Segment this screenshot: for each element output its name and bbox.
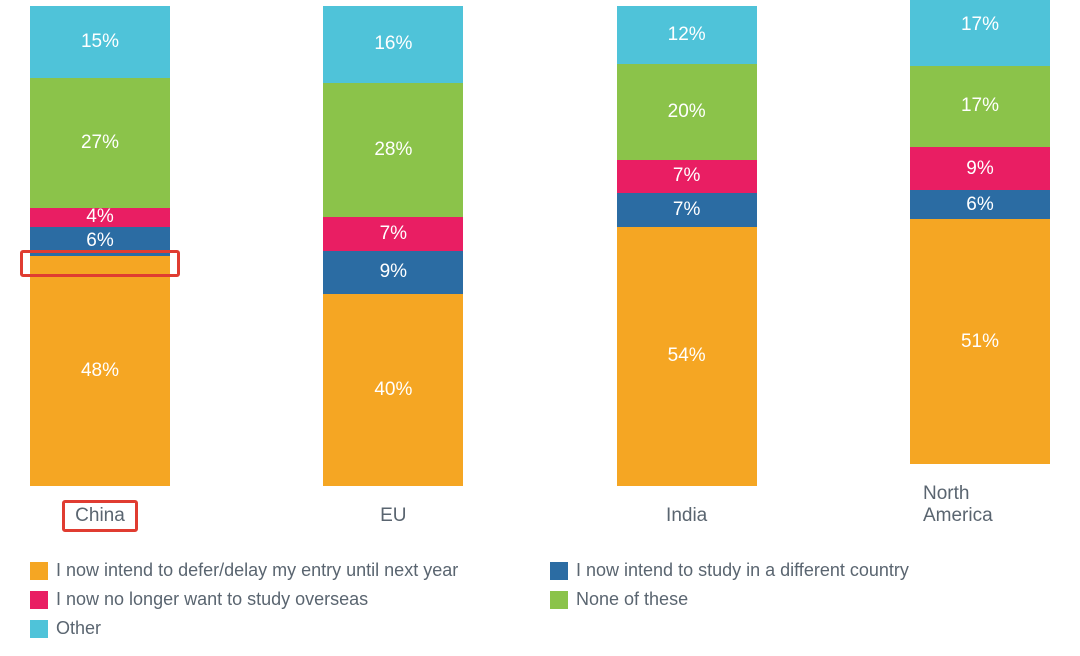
seg-china-none: 27% <box>30 78 170 208</box>
seg-india-nolonger: 7% <box>617 160 757 194</box>
seg-label: 12% <box>668 24 706 46</box>
category-label-na: North America <box>910 478 1050 532</box>
bar-china: 48% 6% 4% 27% 15% <box>30 6 170 486</box>
legend-label: I now intend to defer/delay my entry unt… <box>56 560 458 581</box>
category-label-china: China <box>62 500 138 532</box>
swatch-none <box>550 591 568 609</box>
bar-group-eu: 40% 9% 7% 28% 16% EU <box>323 6 463 532</box>
seg-label: 6% <box>86 230 113 252</box>
seg-na-none: 17% <box>910 66 1050 148</box>
seg-eu-none: 28% <box>323 83 463 217</box>
seg-na-diffcountry: 6% <box>910 190 1050 219</box>
legend-item-nolonger: I now no longer want to study overseas <box>30 589 510 610</box>
swatch-diffcountry <box>550 562 568 580</box>
swatch-nolonger <box>30 591 48 609</box>
seg-label: 7% <box>673 199 700 221</box>
seg-label: 9% <box>380 261 407 283</box>
seg-india-diffcountry: 7% <box>617 193 757 227</box>
seg-china-nolonger: 4% <box>30 208 170 227</box>
bar-india: 54% 7% 7% 20% 12% <box>617 6 757 486</box>
seg-label: 4% <box>86 206 113 228</box>
seg-india-none: 20% <box>617 64 757 160</box>
seg-label: 28% <box>374 139 412 161</box>
seg-na-other: 17% <box>910 0 1050 66</box>
bar-group-india: 54% 7% 7% 20% 12% India <box>617 6 757 532</box>
bar-eu: 40% 9% 7% 28% 16% <box>323 6 463 486</box>
swatch-defer <box>30 562 48 580</box>
seg-label: 7% <box>673 165 700 187</box>
seg-india-defer: 54% <box>617 227 757 486</box>
bar-group-china: 48% 6% 4% 27% 15% China <box>30 6 170 532</box>
seg-china-defer: 48% <box>30 256 170 486</box>
seg-label: 27% <box>81 132 119 154</box>
seg-label: 51% <box>961 331 999 353</box>
seg-india-other: 12% <box>617 6 757 64</box>
legend-label: I now no longer want to study overseas <box>56 589 368 610</box>
seg-label: 17% <box>961 95 999 117</box>
seg-na-nolonger: 9% <box>910 147 1050 190</box>
legend-label: Other <box>56 618 101 639</box>
seg-label: 17% <box>961 14 999 36</box>
seg-eu-other: 16% <box>323 6 463 83</box>
seg-china-other: 15% <box>30 6 170 78</box>
seg-na-defer: 51% <box>910 219 1050 464</box>
seg-label: 40% <box>374 379 412 401</box>
chart-legend: I now intend to defer/delay my entry unt… <box>30 560 1050 639</box>
legend-item-other: Other <box>30 618 510 639</box>
seg-label: 15% <box>81 31 119 53</box>
stacked-bar-chart: 48% 6% 4% 27% 15% China 40% 9% 7% 28% 16… <box>30 12 1050 532</box>
category-label-india: India <box>653 500 720 532</box>
seg-label: 16% <box>374 33 412 55</box>
legend-item-diffcountry: I now intend to study in a different cou… <box>550 560 1030 581</box>
bar-group-na: 51% 6% 9% 17% 17% North America <box>910 0 1050 532</box>
seg-label: 48% <box>81 360 119 382</box>
swatch-other <box>30 620 48 638</box>
legend-label: I now intend to study in a different cou… <box>576 560 909 581</box>
seg-eu-diffcountry: 9% <box>323 251 463 294</box>
legend-item-defer: I now intend to defer/delay my entry unt… <box>30 560 510 581</box>
seg-label: 7% <box>380 223 407 245</box>
seg-eu-defer: 40% <box>323 294 463 486</box>
seg-label: 9% <box>966 158 993 180</box>
legend-label: None of these <box>576 589 688 610</box>
category-label-eu: EU <box>367 500 419 532</box>
bar-na: 51% 6% 9% 17% 17% <box>910 0 1050 464</box>
seg-eu-nolonger: 7% <box>323 217 463 251</box>
seg-label: 54% <box>668 345 706 367</box>
seg-label: 6% <box>966 194 993 216</box>
seg-label: 20% <box>668 101 706 123</box>
legend-item-none: None of these <box>550 589 1030 610</box>
seg-china-diffcountry: 6% <box>30 227 170 256</box>
